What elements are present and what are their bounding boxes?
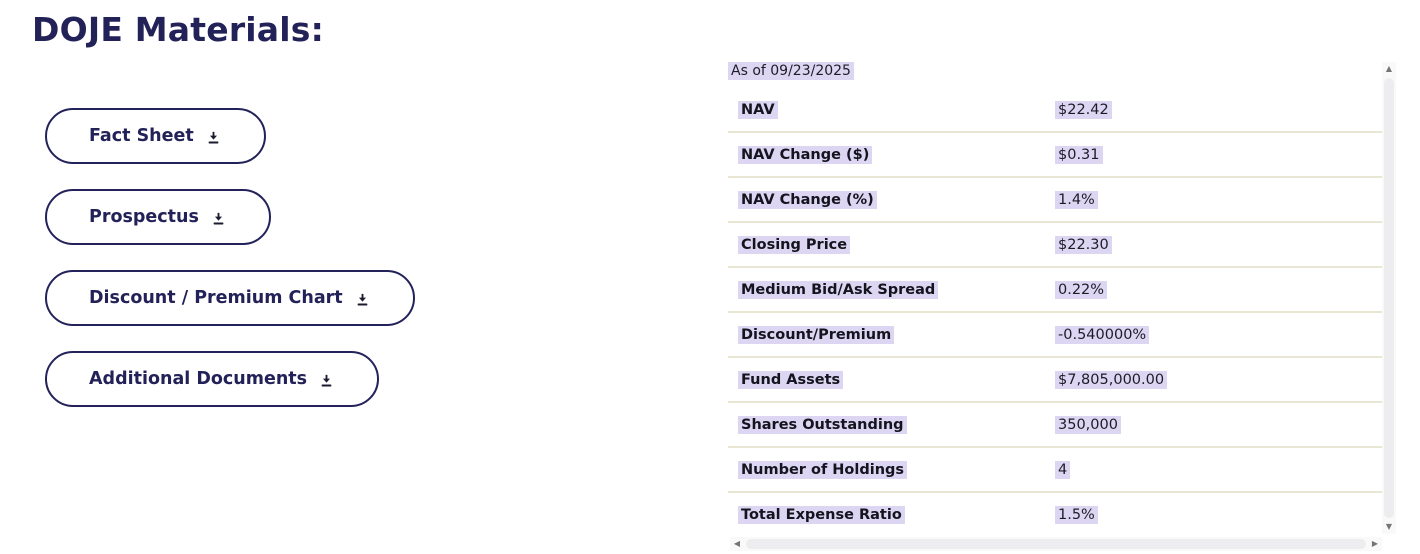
table-row: Number of Holdings 4 [728,448,1384,493]
download-icon [213,212,224,225]
row-value: $7,805,000.00 [1055,370,1168,389]
table-row: Medium Bid/Ask Spread 0.22% [728,268,1384,313]
button-label: Fact Sheet [89,126,194,146]
discount-premium-chart-button[interactable]: Discount / Premium Chart [45,270,415,326]
row-label: NAV Change (%) [728,190,1055,209]
as-of-line: As of 09/23/2025 [728,62,1384,80]
row-label: Shares Outstanding [728,415,1055,434]
row-label: Fund Assets [728,370,1055,389]
prospectus-button[interactable]: Prospectus [45,189,271,245]
row-value: 0.22% [1055,280,1108,299]
table-row: Total Expense Ratio 1.5% [728,493,1384,536]
scroll-left-icon[interactable]: ◀ [733,539,741,548]
table-row: NAV $22.42 [728,88,1384,133]
table-row: Fund Assets $7,805,000.00 [728,358,1384,403]
row-value: $0.31 [1055,145,1103,164]
row-label: Number of Holdings [728,460,1055,479]
button-label: Discount / Premium Chart [89,288,343,308]
row-label: Closing Price [728,235,1055,254]
row-value: $22.42 [1055,100,1112,119]
fund-data-rows: NAV $22.42 NAV Change ($) $0.31 NAV Chan… [728,88,1384,536]
row-value: -0.540000% [1055,325,1150,344]
materials-buttons: Fact Sheet Prospectus Discount / Premium… [45,108,415,407]
button-label: Additional Documents [89,369,308,389]
row-label: NAV [728,100,1055,119]
fund-data-panel: As of 09/23/2025 NAV $22.42 NAV Change (… [728,62,1384,536]
as-of-date: As of 09/23/2025 [728,62,854,80]
download-icon [357,293,367,306]
page-title: DOJE Materials: [32,10,325,49]
table-row: NAV Change ($) $0.31 [728,133,1384,178]
row-value: 350,000 [1055,415,1121,434]
row-label: Medium Bid/Ask Spread [728,280,1055,299]
vertical-scrollbar-thumb[interactable] [1384,78,1394,518]
horizontal-scrollbar[interactable]: ◀ ▶ [730,537,1382,551]
table-row: NAV Change (%) 1.4% [728,178,1384,223]
download-icon [321,374,332,387]
download-icon [208,131,219,144]
vertical-scrollbar[interactable]: ▲ ▼ [1382,62,1396,534]
row-label: Discount/Premium [728,325,1055,344]
row-value: 4 [1055,460,1071,479]
table-row: Discount/Premium -0.540000% [728,313,1384,358]
horizontal-scrollbar-thumb[interactable] [746,539,1366,549]
scroll-down-icon[interactable]: ▼ [1385,522,1393,531]
scroll-up-icon[interactable]: ▲ [1385,64,1393,73]
fact-sheet-button[interactable]: Fact Sheet [45,108,266,164]
row-label: NAV Change ($) [728,145,1055,164]
table-row: Closing Price $22.30 [728,223,1384,268]
scroll-right-icon[interactable]: ▶ [1371,539,1379,548]
row-label: Total Expense Ratio [728,505,1055,524]
additional-documents-button[interactable]: Additional Documents [45,351,380,407]
row-value: $22.30 [1055,235,1112,254]
row-value: 1.5% [1055,505,1098,524]
row-value: 1.4% [1055,190,1098,209]
button-label: Prospectus [89,207,199,227]
table-row: Shares Outstanding 350,000 [728,403,1384,448]
